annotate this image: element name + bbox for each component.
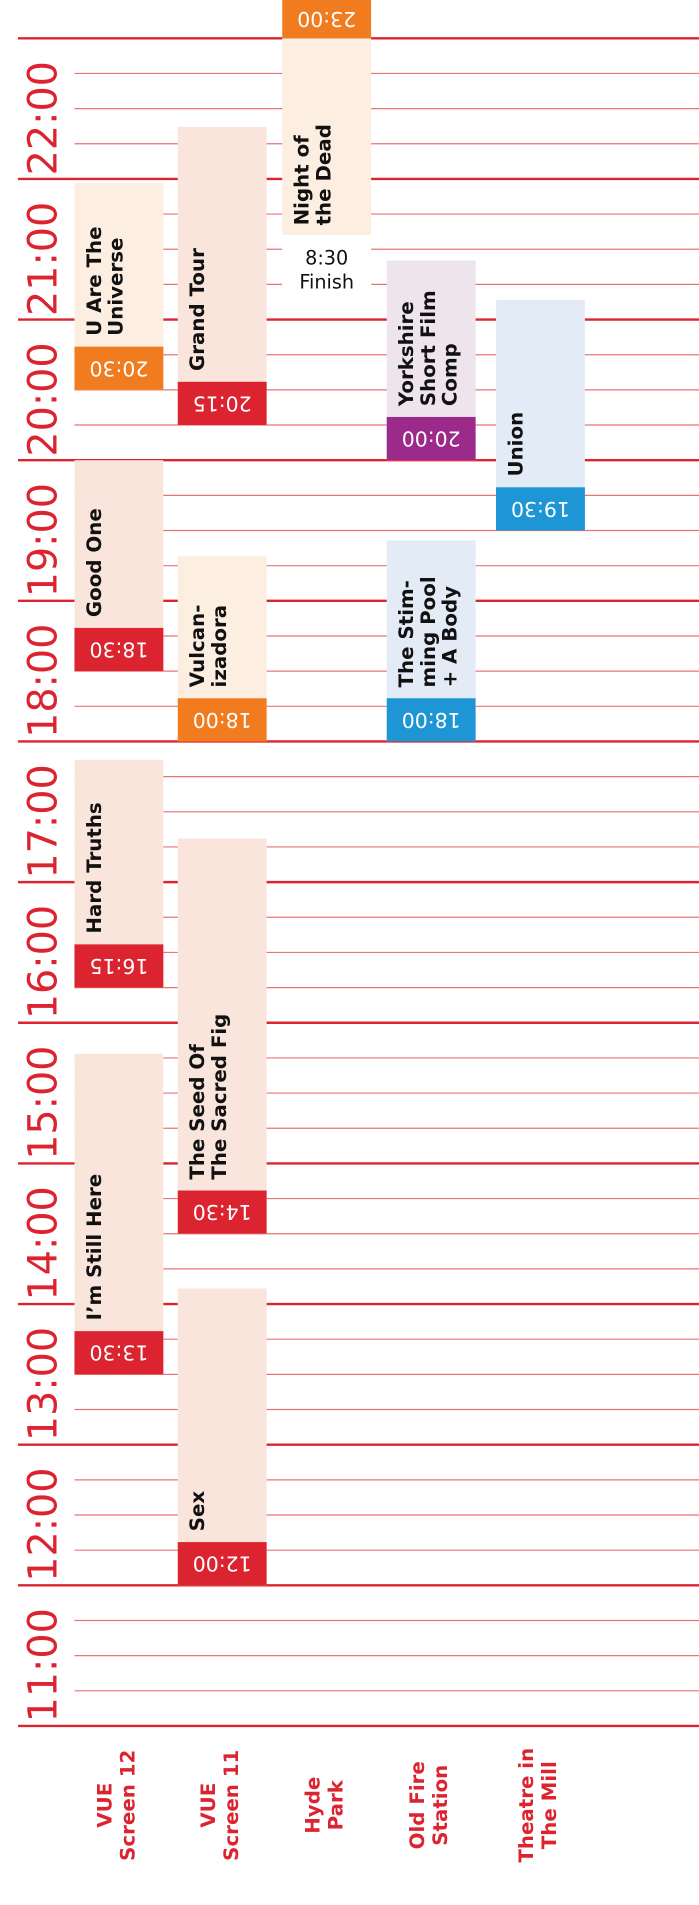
event-title: I’m Still Here: [83, 1174, 106, 1321]
event-block: [177, 126, 267, 426]
hour-label: 12:00: [20, 1468, 66, 1582]
hour-label: 18:00: [20, 624, 66, 738]
start-time: 18:00: [193, 708, 252, 732]
venue-label: Station: [429, 1765, 452, 1846]
event-title: The Sacred Fig: [208, 1014, 231, 1180]
event-title: Universe: [105, 238, 128, 336]
hour-label: 14:00: [20, 1186, 66, 1300]
event-title: Vulcan-: [186, 605, 209, 688]
hour-label: 13:00: [20, 1327, 66, 1441]
event-title: Hard Truths: [83, 802, 106, 933]
event-title: Good One: [83, 508, 106, 617]
hour-label: 19:00: [20, 483, 66, 597]
start-time: 18:30: [89, 638, 148, 662]
start-time: 20:15: [193, 391, 252, 415]
event: 13:30 I’m Still Here: [74, 1053, 164, 1375]
start-tag: [177, 1190, 267, 1234]
event-block: [177, 1288, 267, 1586]
start-time: 12:00: [193, 1552, 252, 1576]
hour-label: 21:00: [20, 202, 66, 316]
start-time: 23:00: [297, 7, 356, 31]
event-title: Comp: [438, 343, 461, 406]
venue-label: Screen 12: [117, 1750, 140, 1861]
event: 20:15 Grand Tour: [177, 126, 267, 426]
hour-label: 11:00: [20, 1608, 66, 1722]
event: 12:00 Sex: [177, 1288, 267, 1586]
start-time: 19:30: [511, 497, 570, 521]
hour-label: 16:00: [20, 905, 66, 1019]
start-time: 13:30: [89, 1341, 148, 1365]
event-title: + A Body: [438, 586, 461, 688]
start-tag: [496, 487, 585, 531]
event-block: [74, 1053, 164, 1375]
event-title: ming Pool: [417, 576, 440, 687]
event-title: Night of: [291, 135, 314, 226]
event: 18:00 Vulcan-izadora: [177, 555, 267, 742]
venue-label: Screen 11: [220, 1750, 243, 1861]
venue-label: Old Fire: [406, 1761, 429, 1849]
event-title: izadora: [208, 605, 231, 688]
event-block: [177, 838, 267, 1234]
event-title: U Are The: [83, 226, 106, 335]
start-time: 20:30: [89, 356, 148, 380]
finish-text: Finish: [299, 271, 354, 294]
event-title: the Dead: [312, 124, 335, 225]
event-title: Sex: [186, 1491, 209, 1532]
start-tag: [74, 627, 164, 672]
venue-label: Theatre in: [515, 1748, 538, 1863]
start-time: 16:15: [89, 954, 148, 978]
start-tag: [177, 381, 267, 426]
event: 16:15 Hard Truths: [74, 759, 164, 988]
event-title: The Seed Of: [186, 1044, 209, 1180]
event-title: Grand Tour: [186, 248, 209, 371]
event-title: Short Film: [417, 290, 440, 406]
event-title: Union: [504, 412, 527, 477]
start-time: 20:00: [402, 427, 461, 451]
start-tag: [177, 698, 267, 742]
start-tag: [74, 346, 164, 390]
event: 18:30 Good One: [74, 460, 164, 672]
hour-label: 22:00: [20, 61, 66, 175]
venue-label: VUE: [94, 1783, 117, 1828]
event: 19:30 Union: [496, 299, 585, 531]
start-tag: [386, 416, 476, 461]
finish-box: [282, 235, 372, 300]
start-tag: [282, 0, 372, 39]
venue-label: VUE: [197, 1783, 220, 1828]
venue-label: The Mill: [538, 1761, 561, 1849]
start-tag: [74, 944, 164, 988]
hour-label: 17:00: [20, 764, 66, 878]
event-title: The Stim-: [395, 580, 418, 687]
hour-label: 20:00: [20, 342, 66, 456]
start-time: 14:30: [193, 1200, 252, 1224]
start-tag: [386, 698, 476, 742]
hour-label: 15:00: [20, 1046, 66, 1160]
finish-text: 8:30: [305, 247, 348, 270]
start-time: 18:00: [402, 708, 461, 732]
venue-label: Hyde: [301, 1777, 324, 1834]
start-tag: [74, 1331, 164, 1375]
event: 18:00 The Stim-ming Pool+ A Body: [386, 540, 476, 742]
event-title: Yorkshire: [395, 301, 418, 407]
start-tag: [177, 1542, 267, 1586]
venue-label: Park: [324, 1779, 347, 1830]
